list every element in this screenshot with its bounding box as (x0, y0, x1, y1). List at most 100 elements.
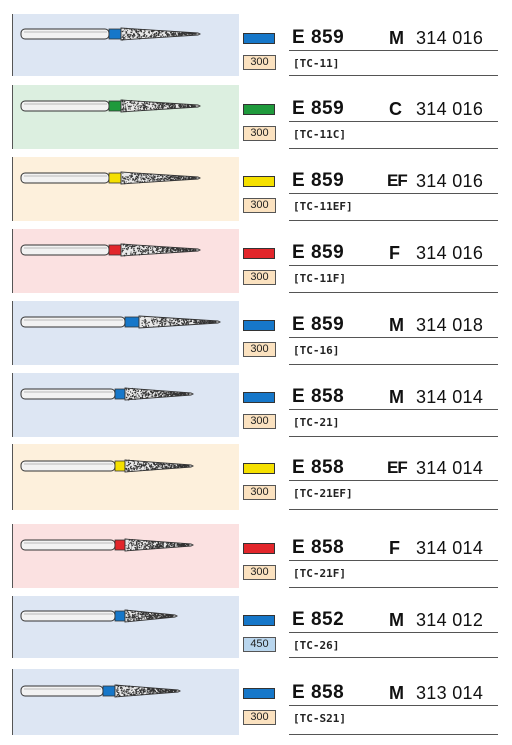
bur-panel (12, 444, 239, 510)
bur-color-band (114, 610, 126, 622)
grit-color-swatch (243, 615, 275, 626)
catalog-row: 300 E 858 EF 314 014 [TC-21EF] (0, 444, 512, 510)
bur-illustration (20, 538, 195, 552)
bur-shank (20, 316, 126, 328)
bur-diamond-head (120, 243, 202, 257)
grit-grade: M (389, 683, 404, 703)
row-bottom-divider (289, 587, 498, 588)
rpm-badge: 300 (243, 126, 276, 141)
catalog-row: 300 E 859 C 314 016 [TC-11C] (0, 85, 512, 149)
row-divider (289, 193, 498, 194)
bur-panel (12, 596, 239, 658)
bur-shank (20, 460, 116, 472)
bur-illustration (20, 243, 202, 257)
catalog-row: 300 E 859 M 314 018 [TC-16] (0, 301, 512, 365)
row-bottom-divider (289, 436, 498, 437)
rpm-badge: 300 (243, 55, 276, 70)
reference-number: 314 014 (416, 538, 484, 558)
grit-grade: EF (387, 171, 408, 190)
row-bottom-divider (289, 364, 498, 365)
rpm-badge: 300 (243, 565, 276, 580)
product-code: E 858 (292, 537, 345, 558)
bur-illustration (20, 171, 202, 185)
row-divider (289, 121, 498, 122)
bur-color-band (114, 460, 126, 472)
row-bottom-divider (289, 75, 498, 76)
reference-number: 314 016 (416, 171, 484, 191)
bur-color-band (108, 172, 122, 184)
row-bottom-divider (289, 509, 498, 510)
bur-shank (20, 610, 116, 622)
bur-color-band (114, 539, 126, 551)
bur-illustration (20, 684, 182, 698)
product-code: E 859 (292, 98, 345, 119)
product-code: E 859 (292, 27, 345, 48)
bur-grit-texture (121, 99, 196, 112)
rpm-badge: 450 (243, 637, 276, 652)
grit-color-swatch (243, 688, 275, 699)
reference-number: 314 016 (416, 243, 484, 263)
grit-grade: M (389, 610, 404, 630)
catalog-row: 300 E 858 F 314 014 [TC-21F] (0, 524, 512, 588)
bur-panel (12, 669, 239, 735)
bur-grit-texture (125, 609, 174, 623)
bur-grit-texture (125, 387, 190, 401)
grit-color-swatch (243, 176, 275, 187)
catalog-row: 450 E 852 M 314 012 [TC-26] (0, 596, 512, 658)
tc-code: [TC-11EF] (293, 200, 353, 213)
bur-shank (20, 172, 110, 184)
reference-number: 314 016 (416, 28, 484, 48)
grit-grade: M (389, 387, 404, 407)
row-divider (289, 409, 498, 410)
reference-number: 314 018 (416, 315, 484, 335)
reference-number: 314 016 (416, 99, 484, 119)
grit-color-swatch (243, 543, 275, 554)
grit-color-swatch (243, 104, 275, 115)
row-bottom-divider (289, 734, 498, 735)
bur-color-band (102, 685, 116, 697)
grit-grade: M (389, 28, 404, 48)
catalog-row: 300 E 859 M 314 016 [TC-11] (0, 14, 512, 76)
grit-grade: C (389, 99, 402, 119)
grit-color-swatch (243, 392, 275, 403)
bur-panel (12, 14, 239, 76)
catalog-row: 300 E 858 M 313 014 [TC-S21] (0, 669, 512, 735)
rpm-badge: 300 (243, 342, 276, 357)
reference-number: 313 014 (416, 683, 484, 703)
product-code: E 859 (292, 170, 345, 191)
bur-color-band (124, 316, 140, 328)
tc-code: [TC-21EF] (293, 487, 353, 500)
row-bottom-divider (289, 148, 498, 149)
bur-grit-texture (115, 684, 177, 697)
bur-grit-texture (139, 316, 217, 328)
reference-number: 314 014 (416, 387, 484, 407)
reference-number: 314 012 (416, 610, 484, 630)
row-bottom-divider (289, 657, 498, 658)
grit-grade: M (389, 315, 404, 335)
reference-number: 314 014 (416, 458, 484, 478)
tc-code: [TC-16] (293, 344, 340, 357)
row-divider (289, 337, 498, 338)
product-code: E 859 (292, 242, 345, 263)
tc-code: [TC-21] (293, 416, 340, 429)
catalog-row: 300 E 858 M 314 014 [TC-21] (0, 373, 512, 437)
bur-grit-texture (125, 459, 190, 472)
bur-shank (20, 685, 104, 697)
product-code: E 852 (292, 609, 345, 630)
bur-shank (20, 388, 116, 400)
tc-code: [TC-21F] (293, 567, 346, 580)
bur-color-band (108, 244, 122, 256)
bur-panel (12, 301, 239, 365)
bur-grit-texture (121, 243, 197, 257)
grit-grade: EF (387, 458, 408, 477)
product-code: E 858 (292, 682, 345, 703)
row-divider (289, 265, 498, 266)
tc-code: [TC-11C] (293, 128, 346, 141)
bur-shank (20, 100, 110, 112)
bur-shank (20, 244, 110, 256)
grit-color-swatch (243, 248, 275, 259)
rpm-badge: 300 (243, 198, 276, 213)
bur-illustration (20, 459, 195, 473)
bur-panel (12, 373, 239, 437)
product-code: E 859 (292, 314, 345, 335)
